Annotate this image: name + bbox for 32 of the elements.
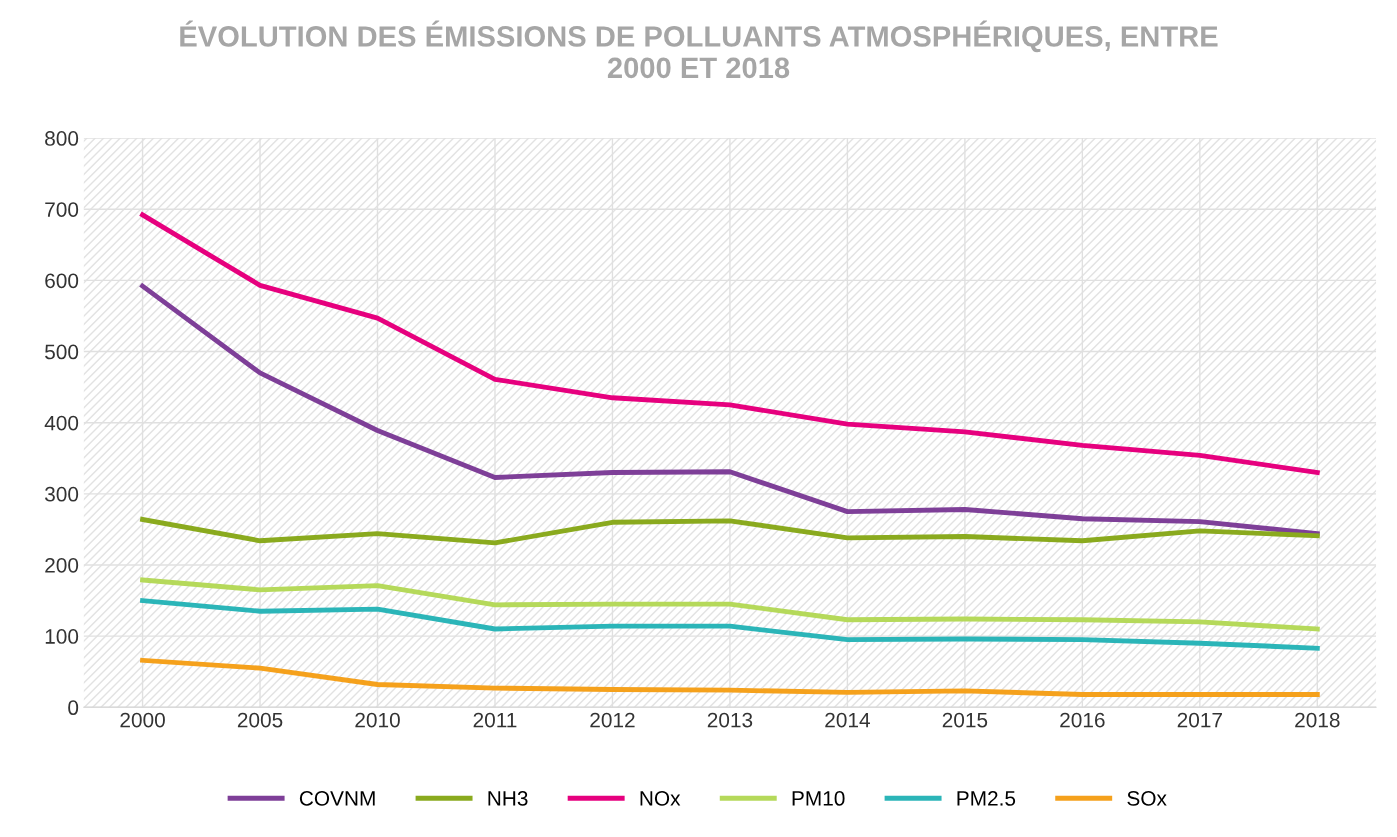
x-tick-label: 2016 [1060, 712, 1105, 728]
y-tick-label: 0 [68, 700, 79, 716]
line-series [140, 212, 1320, 475]
y-tick-label: 300 [45, 486, 79, 502]
x-tick-label: 2015 [942, 712, 988, 728]
y-tick-label: 500 [45, 344, 79, 360]
chart-title: ÉVOLUTION DES ÉMISSIONS DE POLLUANTS ATMOSPHÉRIQUES, ENTRE 2000 ET 2018 [180, 20, 1218, 79]
x-tick-label: 2018 [1295, 712, 1340, 728]
line-series [140, 517, 1320, 546]
legend-label: PM2.5 [957, 791, 1016, 806]
x-tick-label: 2013 [707, 712, 753, 728]
y-tick-label: 700 [45, 202, 79, 217]
y-tick-label: 400 [44, 415, 79, 431]
legend-label: NOx [640, 791, 681, 806]
legend-label: NH3 [488, 791, 528, 806]
line-series [140, 657, 1320, 697]
y-tick-label: 100 [45, 629, 79, 644]
y-tick-label: 800 [45, 131, 79, 146]
x-tick-label: 2005 [237, 712, 283, 728]
line-series [140, 598, 1320, 651]
y-tick-label: 200 [45, 557, 79, 573]
x-tick-label: 2010 [355, 712, 400, 728]
x-tick-label: 2000 [120, 712, 165, 728]
legend-label: COVNM [299, 791, 375, 806]
line-series [140, 577, 1320, 632]
x-tick-label: 2012 [590, 712, 635, 728]
x-tick-label: 2017 [1177, 712, 1222, 728]
legend-label: SOx [1127, 791, 1167, 806]
legend-label: PM10 [792, 791, 845, 806]
x-tick-label: 2011 [473, 712, 517, 728]
x-tick-label: 2014 [825, 712, 870, 728]
y-tick-label: 600 [45, 273, 79, 289]
